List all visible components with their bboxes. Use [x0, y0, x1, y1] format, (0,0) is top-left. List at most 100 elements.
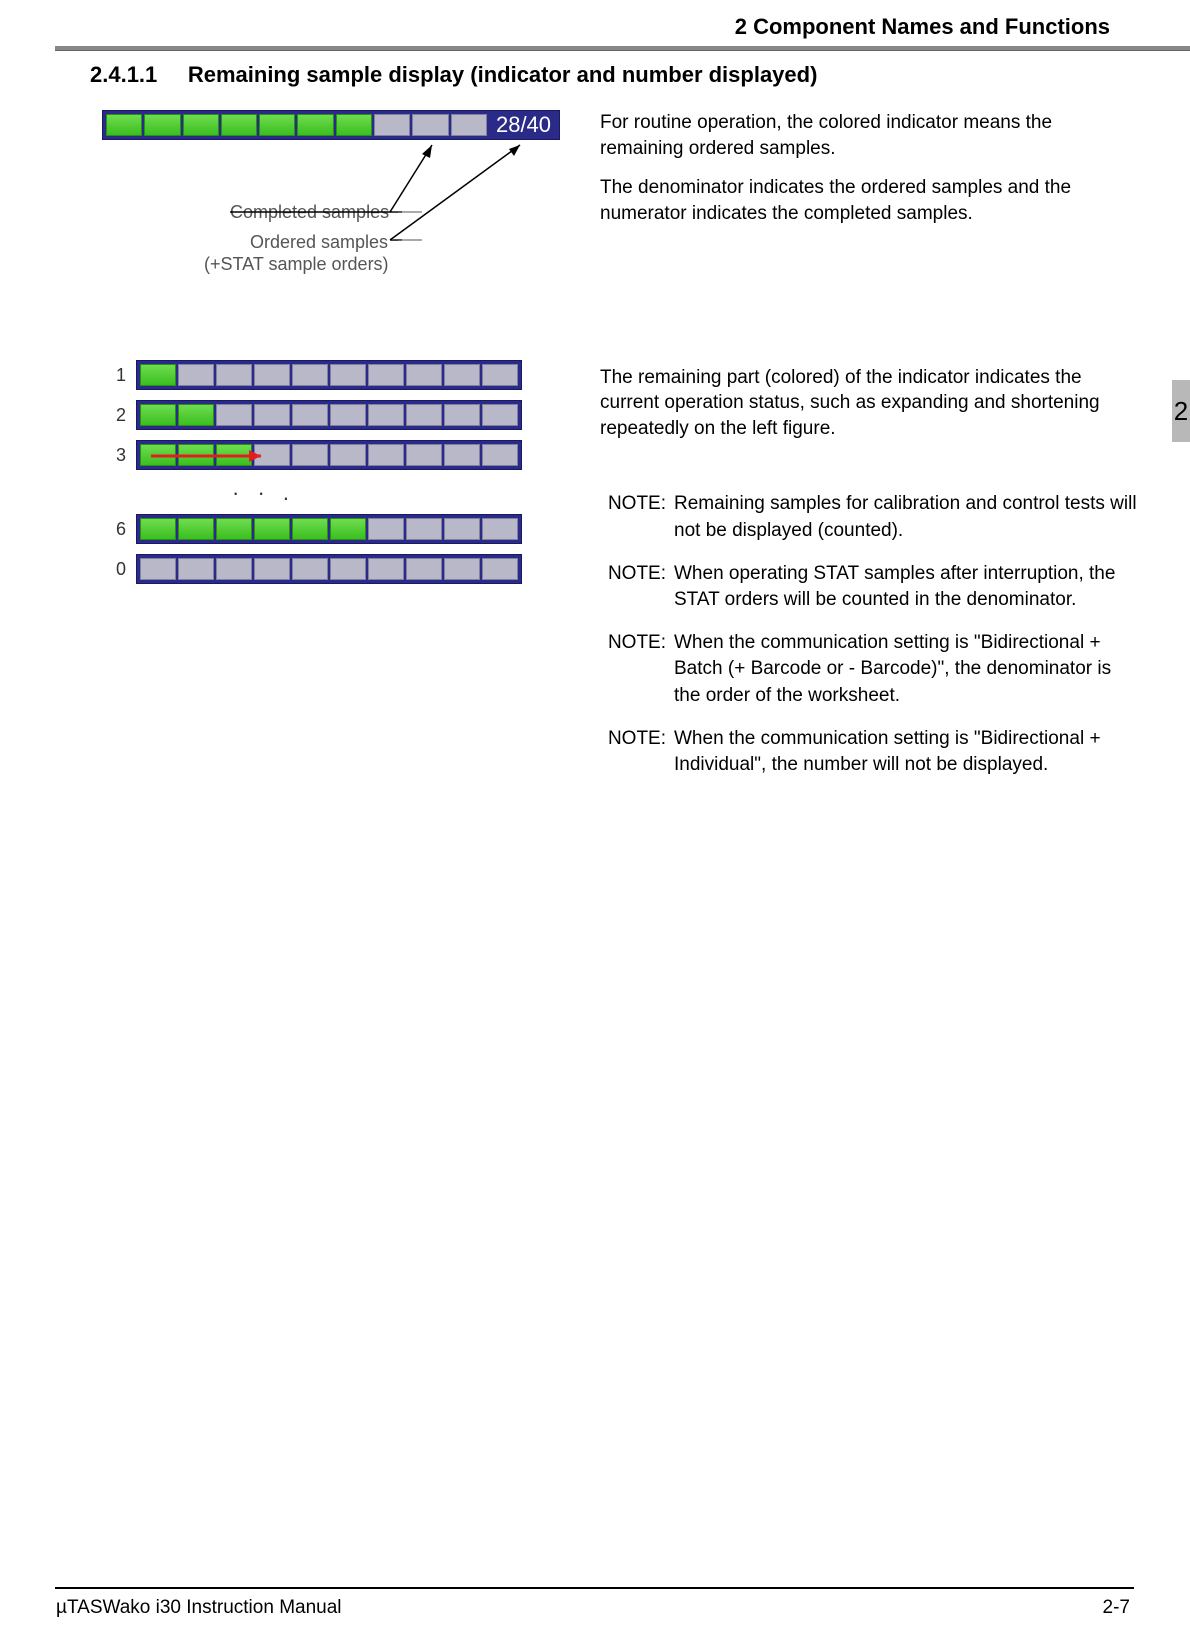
- progress-cell: [406, 558, 442, 580]
- body-text-column: For routine operation, the colored indic…: [600, 110, 1140, 795]
- progress-cell: [482, 404, 518, 426]
- progress-cell: [140, 518, 176, 540]
- progress-cell: [444, 444, 480, 466]
- note-text: When the communication setting is "Bidir…: [674, 630, 1140, 710]
- progress-bar: [136, 360, 522, 390]
- progress-cell: [254, 364, 290, 386]
- progress-bar: 28/40: [102, 110, 560, 140]
- progress-cell: [406, 444, 442, 466]
- progress-cell: [330, 558, 366, 580]
- note-label: NOTE:: [600, 561, 674, 614]
- progress-cell: [178, 364, 214, 386]
- row-number: 1: [102, 365, 126, 386]
- progress-cell: [254, 444, 290, 466]
- progress-cell: [140, 404, 176, 426]
- progress-cell: [374, 114, 410, 136]
- progress-cell: [144, 114, 180, 136]
- progress-cell: [336, 114, 372, 136]
- progress-cell: [216, 404, 252, 426]
- note-item: NOTE:When operating STAT samples after i…: [600, 561, 1140, 614]
- note-text: When operating STAT samples after interr…: [674, 561, 1140, 614]
- progress-cell: [254, 558, 290, 580]
- row-number: 6: [102, 519, 126, 540]
- indicator-row: 6: [102, 514, 522, 544]
- note-label: NOTE:: [600, 726, 674, 779]
- progress-cell: [292, 364, 328, 386]
- progress-cell: [368, 518, 404, 540]
- progress-cell: [444, 404, 480, 426]
- progress-cell: [221, 114, 257, 136]
- note-item: NOTE:When the communication setting is "…: [600, 630, 1140, 710]
- row-number: 0: [102, 559, 126, 580]
- section-heading: 2.4.1.1 Remaining sample display (indica…: [90, 62, 817, 88]
- section-title-text: Remaining sample display (indicator and …: [188, 62, 818, 87]
- progress-cell: [406, 404, 442, 426]
- footer-rule: [55, 1587, 1134, 1589]
- progress-cell: [292, 518, 328, 540]
- indicator-row: 3: [102, 440, 522, 470]
- progress-cell: [216, 558, 252, 580]
- progress-bar: [136, 440, 522, 470]
- row-number: 2: [102, 405, 126, 426]
- note-text: Remaining samples for calibration and co…: [674, 491, 1140, 544]
- note-text: When the communication setting is "Bidir…: [674, 726, 1140, 779]
- progress-cell: [292, 444, 328, 466]
- progress-cell: [444, 518, 480, 540]
- progress-cell: [368, 364, 404, 386]
- row-number: 3: [102, 445, 126, 466]
- chapter-tab: 2: [1172, 380, 1190, 442]
- figure-indicator-counter: 28/40 Completed samples Ordered samples …: [102, 110, 560, 310]
- progress-cell: [412, 114, 448, 136]
- footer-manual-title: µTASWako i30 Instruction Manual: [56, 1597, 342, 1619]
- progress-cell: [368, 404, 404, 426]
- footer-page-number: 2-7: [1103, 1597, 1130, 1619]
- chapter-title: 2 Component Names and Functions: [735, 14, 1110, 40]
- progress-bar: [136, 514, 522, 544]
- progress-cell: [482, 364, 518, 386]
- progress-cell: [330, 404, 366, 426]
- progress-cell: [368, 558, 404, 580]
- header-rule: [55, 46, 1190, 51]
- progress-cell: [140, 558, 176, 580]
- progress-cell: [106, 114, 142, 136]
- progress-cell: [330, 364, 366, 386]
- note-item: NOTE:Remaining samples for calibration a…: [600, 491, 1140, 544]
- progress-cell: [297, 114, 333, 136]
- progress-cell: [406, 364, 442, 386]
- progress-cell: [292, 404, 328, 426]
- note-item: NOTE:When the communication setting is "…: [600, 726, 1140, 779]
- progress-cell: [259, 114, 295, 136]
- progress-cell: [444, 364, 480, 386]
- figure-indicator-states: 123· · .60: [102, 360, 522, 594]
- indicator-row: 0: [102, 554, 522, 584]
- progress-cell: [216, 518, 252, 540]
- progress-cell: [254, 404, 290, 426]
- progress-cell: [330, 518, 366, 540]
- progress-cell: [368, 444, 404, 466]
- progress-cell: [444, 558, 480, 580]
- progress-cell: [451, 114, 487, 136]
- paragraph: The remaining part (colored) of the indi…: [600, 365, 1140, 442]
- progress-cell: [178, 404, 214, 426]
- indicator-row: 1: [102, 360, 522, 390]
- progress-cell: [254, 518, 290, 540]
- progress-counter: 28/40: [496, 112, 551, 138]
- leader-stub: [392, 211, 402, 212]
- leader-lines: [102, 140, 560, 310]
- note-label: NOTE:: [600, 491, 674, 544]
- progress-bar: [136, 400, 522, 430]
- paragraph: For routine operation, the colored indic…: [600, 110, 1140, 161]
- progress-cell: [216, 364, 252, 386]
- progress-cell: [216, 444, 252, 466]
- progress-cell: [140, 364, 176, 386]
- progress-cell: [330, 444, 366, 466]
- progress-cell: [482, 558, 518, 580]
- note-label: NOTE:: [600, 630, 674, 710]
- paragraph: The denominator indicates the ordered sa…: [600, 175, 1140, 226]
- indicator-row: 2: [102, 400, 522, 430]
- progress-bar: [136, 554, 522, 584]
- progress-cell: [292, 558, 328, 580]
- progress-cell: [406, 518, 442, 540]
- progress-cell: [183, 114, 219, 136]
- progress-cell: [178, 444, 214, 466]
